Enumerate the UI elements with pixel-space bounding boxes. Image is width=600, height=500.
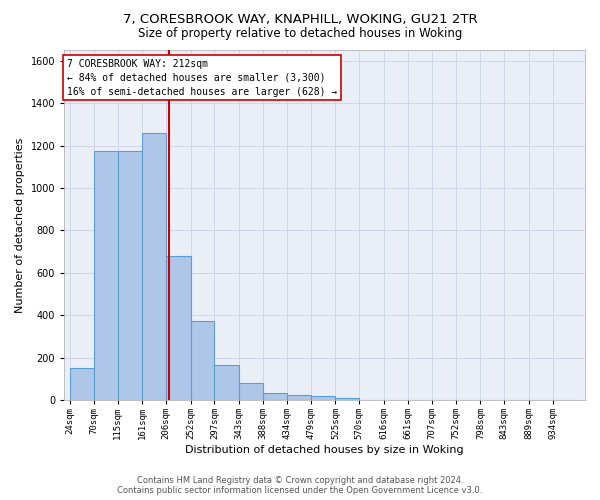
Bar: [70, 368, 94, 400]
Text: 7, CORESBROOK WAY, KNAPHILL, WOKING, GU21 2TR: 7, CORESBROOK WAY, KNAPHILL, WOKING, GU2…: [122, 12, 478, 26]
Bar: [214, 365, 239, 400]
Bar: [239, 384, 263, 400]
Bar: [166, 256, 191, 400]
Bar: [263, 393, 287, 400]
Bar: [142, 133, 166, 400]
Bar: [335, 398, 359, 400]
X-axis label: Distribution of detached houses by size in Woking: Distribution of detached houses by size …: [185, 445, 464, 455]
Bar: [311, 396, 335, 400]
Y-axis label: Number of detached properties: Number of detached properties: [15, 138, 25, 313]
Bar: [287, 395, 311, 400]
Text: Contains HM Land Registry data © Crown copyright and database right 2024.
Contai: Contains HM Land Registry data © Crown c…: [118, 476, 482, 495]
Bar: [191, 320, 214, 400]
Bar: [94, 151, 118, 400]
Text: 7 CORESBROOK WAY: 212sqm
← 84% of detached houses are smaller (3,300)
16% of sem: 7 CORESBROOK WAY: 212sqm ← 84% of detach…: [67, 58, 337, 96]
Text: Size of property relative to detached houses in Woking: Size of property relative to detached ho…: [138, 28, 462, 40]
Bar: [118, 151, 142, 400]
